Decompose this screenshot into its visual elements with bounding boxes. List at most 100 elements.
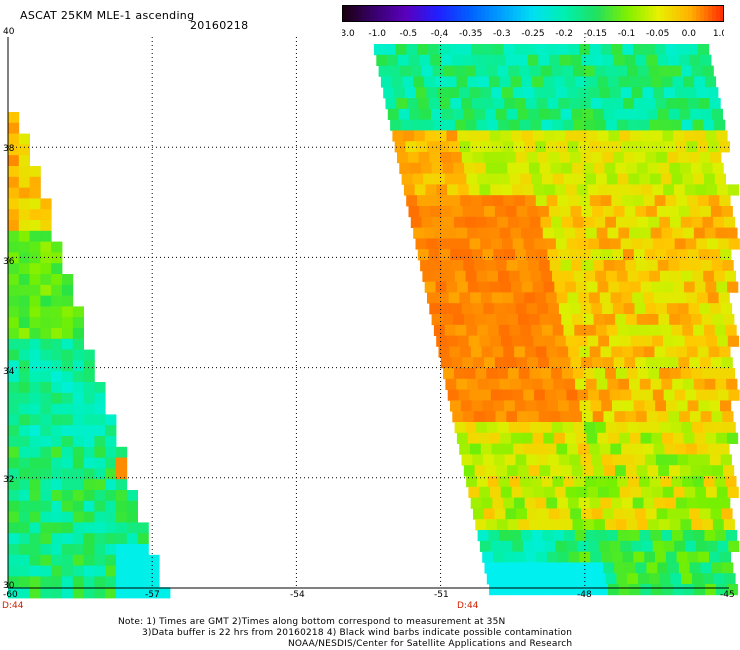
swath-cell <box>432 65 444 77</box>
swath-cell <box>603 260 615 272</box>
colorbar-swatch <box>381 5 387 22</box>
swath-cell <box>595 324 608 336</box>
swath-cell <box>641 335 653 347</box>
swath-cell <box>514 551 526 563</box>
swath-cell <box>647 108 659 120</box>
swath-cell <box>8 490 20 502</box>
swath-cell <box>501 540 513 552</box>
swath-cell <box>648 368 660 380</box>
swath-cell <box>94 403 106 415</box>
swath-cell <box>621 443 633 455</box>
swath-cell <box>560 260 572 272</box>
swath-cell <box>62 317 74 329</box>
swath-cell <box>8 306 20 318</box>
swath-cell <box>617 324 629 336</box>
swath-cell <box>72 392 84 404</box>
swath-cell <box>634 303 646 315</box>
swath-cell <box>481 195 493 207</box>
swath-cell <box>29 587 41 599</box>
colorbar-swatch <box>668 5 673 22</box>
colorbar-swatch <box>708 5 713 22</box>
swath-cell <box>72 500 84 512</box>
swath-cell <box>587 335 599 347</box>
swath-cell <box>575 378 587 390</box>
swath-cell <box>499 584 512 596</box>
swath-cell <box>652 540 664 552</box>
swath-cell <box>682 324 694 336</box>
swath-cell <box>556 443 568 455</box>
swath-cell <box>376 54 388 66</box>
swath-cell <box>477 173 489 185</box>
swath-cell <box>51 544 63 556</box>
swath-cell <box>18 576 30 588</box>
colorbar-swatch <box>576 5 582 22</box>
swath-cell <box>575 227 587 239</box>
swath-cell <box>83 403 95 415</box>
colorbar-swatch <box>540 5 546 22</box>
swath-cell <box>654 44 666 56</box>
swath-cell <box>667 508 679 520</box>
swath-cell <box>72 522 84 534</box>
swath-cell <box>683 584 695 596</box>
swath-cell <box>472 152 484 164</box>
swath-cell <box>652 486 664 498</box>
swath-cell <box>464 216 476 228</box>
swath-cell <box>619 486 631 498</box>
swath-cell <box>18 328 30 340</box>
swath-cell <box>638 119 650 131</box>
swath-cell <box>533 335 545 347</box>
swath-cell <box>542 530 554 542</box>
swath-cell <box>484 562 496 574</box>
colorbar-swatch <box>485 5 490 22</box>
swath-cell <box>486 65 498 77</box>
swath-cell <box>708 195 720 207</box>
swath-cell <box>426 87 438 99</box>
swath-cell <box>571 465 583 477</box>
swath-cell <box>457 335 469 347</box>
swath-cell <box>574 530 586 542</box>
swath-cell <box>605 422 617 434</box>
swath-cell <box>433 270 445 282</box>
swath-cell <box>105 511 117 523</box>
swath-cell <box>394 87 406 99</box>
swath-cell <box>696 389 708 401</box>
swath-cell <box>688 454 700 466</box>
swath-cell <box>137 554 149 566</box>
swath-cell <box>116 587 128 599</box>
swath-cell <box>709 454 722 466</box>
swath-cell <box>51 360 63 372</box>
swath-cell <box>594 368 606 380</box>
swath-cell <box>459 292 471 304</box>
swath-cell <box>449 346 461 358</box>
swath-cell <box>698 249 710 261</box>
colorbar-swatch <box>660 5 665 22</box>
swath-cell <box>511 130 523 142</box>
swath-cell <box>686 292 698 304</box>
swath-cell <box>599 87 611 99</box>
swath-cell <box>460 195 472 207</box>
swath-cell <box>94 565 106 577</box>
swath-cell <box>585 173 597 185</box>
swath-cell <box>593 314 605 326</box>
swath-cell <box>528 108 540 120</box>
swath-cell <box>711 562 723 574</box>
swath-cell <box>557 44 569 56</box>
swath-cell <box>633 249 645 261</box>
swath-cell <box>601 400 613 412</box>
swath-cell <box>473 357 485 369</box>
swath-cell <box>613 206 625 218</box>
swath-cell <box>700 206 712 218</box>
swath-cell <box>116 544 128 556</box>
colorbar-swatch <box>393 5 399 22</box>
swath-cell <box>453 314 465 326</box>
swath-cell <box>126 500 138 512</box>
swath-cell <box>40 328 52 340</box>
swath-cell <box>618 378 630 390</box>
swath-cell <box>557 497 569 509</box>
swath-cell <box>637 216 649 228</box>
swath-cell <box>533 486 545 498</box>
swath-cell <box>696 238 708 250</box>
swath-cell <box>392 130 404 142</box>
swath-cell <box>595 119 607 131</box>
swath-cell <box>498 324 510 336</box>
